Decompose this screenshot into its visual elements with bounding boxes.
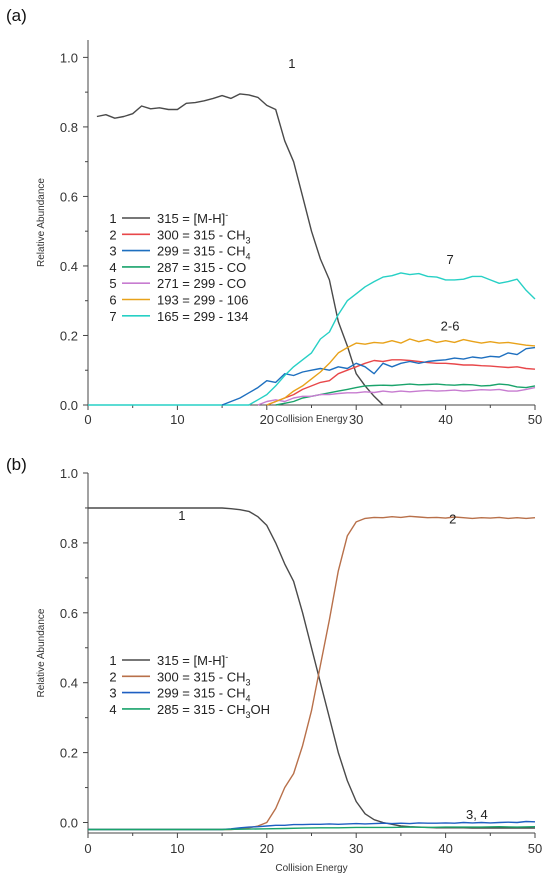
legend-label-a: 193 = 299 - 106 [157, 293, 248, 308]
legend-number-a: 6 [109, 293, 116, 308]
annotation-b: 3, 4 [466, 807, 488, 822]
legend-label-a: 300 = 315 - CH3 [157, 227, 251, 245]
series-line-a-2 [266, 359, 536, 406]
x-tick-label-a: 30 [349, 412, 363, 427]
series-line-b-3 [88, 820, 536, 831]
legend-label-a: 165 = 299 - 134 [157, 309, 248, 324]
annotation-b: 1 [178, 508, 185, 523]
y-tick-label-b: 0.6 [60, 606, 78, 621]
y-tick-label-a: 0.4 [60, 259, 78, 274]
x-tick-label-b: 20 [260, 841, 274, 856]
y-tick-label-a: 0.8 [60, 120, 78, 135]
x-tick-label-b: 10 [170, 841, 184, 856]
x-tick-label-b: 30 [349, 841, 363, 856]
x-tick-label-a: 0 [84, 412, 91, 427]
legend-label-b: 315 = [M-H]- [157, 652, 228, 668]
x-tick-label-a: 20 [260, 412, 274, 427]
y-tick-label-b: 1.0 [60, 466, 78, 481]
legend-label-a: 271 = 299 - CO [157, 276, 246, 291]
series-line-a-1 [96, 93, 384, 406]
legend-number-a: 4 [109, 260, 116, 275]
annotation-a: 1 [288, 56, 295, 71]
legend-label-a: 287 = 315 - CO [157, 260, 246, 275]
y-tick-label-b: 0.8 [60, 536, 78, 551]
legend-label-a: 315 = [M-H]- [157, 210, 228, 226]
series-line-b-4 [88, 826, 536, 831]
y-tick-label-a: 0.2 [60, 328, 78, 343]
y-tick-label-b: 0.0 [60, 816, 78, 831]
legend-number-a: 2 [109, 227, 116, 242]
series-line-a-7 [248, 272, 536, 406]
legend-number-a: 7 [109, 309, 116, 324]
y-tick-label-a: 0.0 [60, 398, 78, 413]
x-tick-label-b: 40 [438, 841, 452, 856]
annotation-a: 2-6 [441, 318, 460, 333]
legend-label-b: 285 = 315 - CH3OH [157, 702, 270, 720]
legend-number-a: 3 [109, 244, 116, 259]
legend-label-b: 300 = 315 - CH3 [157, 669, 251, 687]
series-line-a-6 [266, 338, 536, 406]
series-line-b-1 [88, 507, 535, 829]
x-axis-title-a: Collision Energy [275, 414, 347, 425]
annotation-b: 2 [449, 512, 456, 527]
legend-number-b: 2 [109, 669, 116, 684]
legend-number-a: 5 [109, 276, 116, 291]
y-tick-label-b: 0.2 [60, 746, 78, 761]
series-line-a-5 [257, 386, 536, 406]
x-tick-label-a: 40 [438, 412, 452, 427]
x-tick-label-a: 50 [528, 412, 542, 427]
legend-number-b: 3 [109, 686, 116, 701]
panel-label-b: (b) [6, 455, 27, 474]
legend-number-b: 4 [109, 702, 116, 717]
y-tick-label-b: 0.4 [60, 676, 78, 691]
legend-number-b: 1 [109, 653, 116, 668]
series-line-b-2 [88, 515, 536, 831]
y-tick-label-a: 1.0 [60, 50, 78, 65]
legend-number-a: 1 [109, 211, 116, 226]
y-tick-label-a: 0.6 [60, 189, 78, 204]
panel-label-a: (a) [6, 6, 27, 25]
x-axis-title-b: Collision Energy [275, 863, 347, 874]
x-tick-label-b: 50 [528, 841, 542, 856]
series-line-a-3 [221, 346, 536, 406]
x-tick-label-b: 0 [84, 841, 91, 856]
y-axis-title-a: Relative Abundance [36, 178, 47, 267]
legend-label-b: 299 = 315 - CH4 [157, 686, 251, 704]
y-axis-title-b: Relative Abundance [36, 608, 47, 697]
x-tick-label-a: 10 [170, 412, 184, 427]
legend-label-a: 299 = 315 - CH4 [157, 244, 251, 262]
series-line-a-4 [275, 383, 536, 406]
annotation-a: 7 [446, 252, 453, 267]
